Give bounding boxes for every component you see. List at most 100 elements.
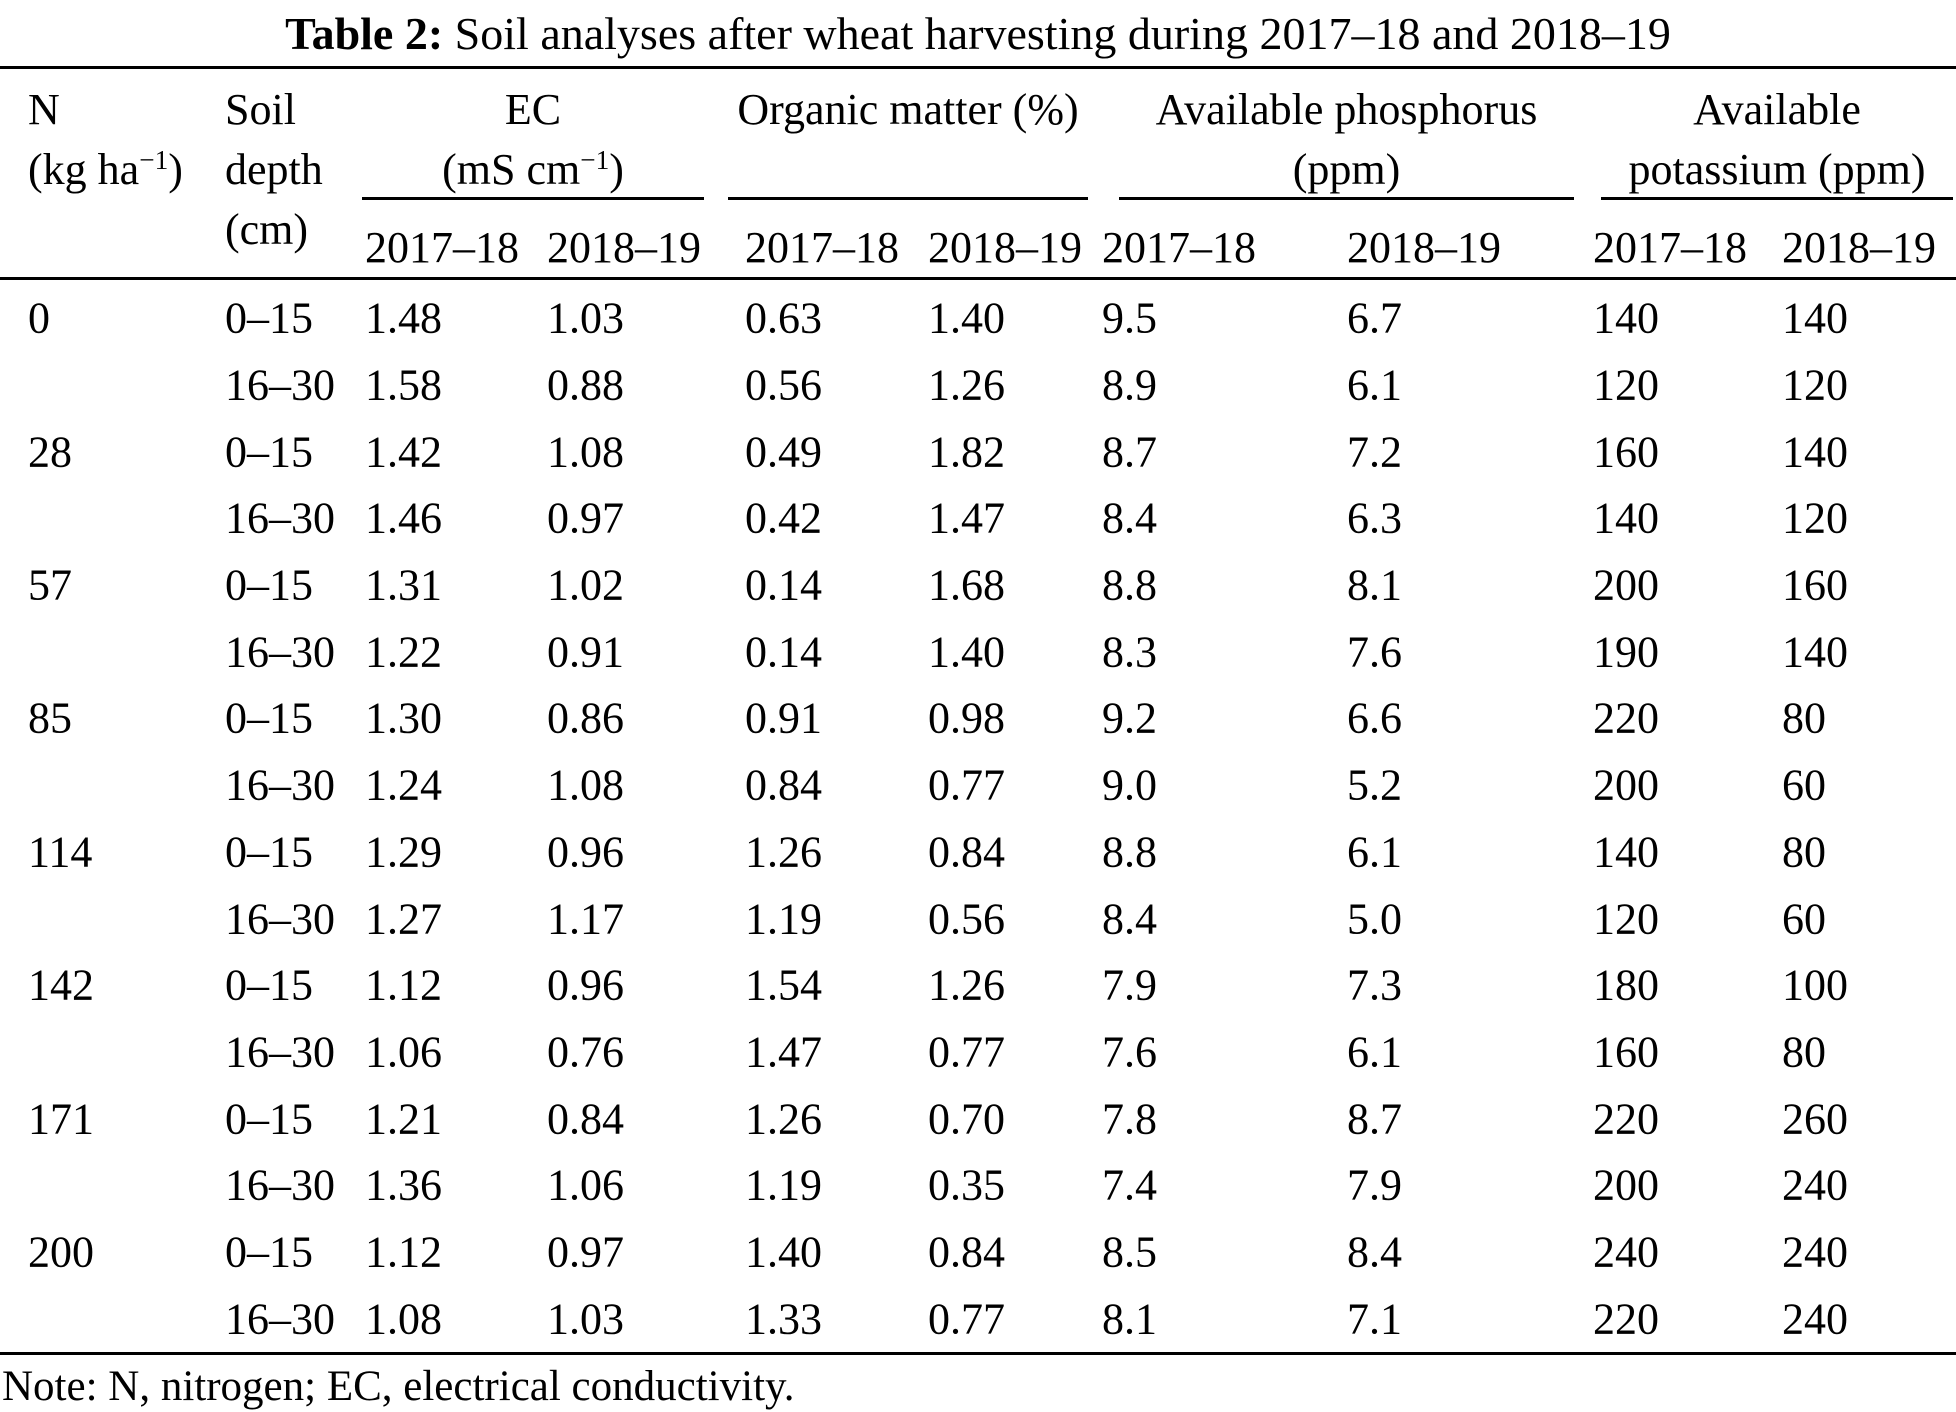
- ec-2018-19-value: 0.76: [547, 1027, 624, 1077]
- soil-depth-value: 0–15: [225, 1094, 313, 1144]
- column-header-potassium: Available potassium (ppm): [1601, 80, 1953, 200]
- phosphorus-2018-19-value: 6.1: [1347, 1027, 1402, 1077]
- ec-2017-18-value: 1.36: [365, 1160, 442, 1210]
- n-value: 57: [28, 560, 72, 610]
- om-2018-19-value: 1.47: [928, 493, 1005, 543]
- potassium-2018-19-value: 140: [1782, 627, 1848, 677]
- potassium-2017-18-value: 140: [1593, 827, 1659, 877]
- phosphorus-2018-19-value: 7.1: [1347, 1294, 1402, 1344]
- top-rule: [0, 66, 1956, 69]
- header-potassium-line1: Available: [1693, 85, 1861, 134]
- column-header-ec: EC (mS cm−1): [362, 80, 704, 205]
- phosphorus-2017-18-value: 7.4: [1102, 1160, 1157, 1210]
- om-2017-18-value: 1.26: [745, 1094, 822, 1144]
- ec-2017-18-value: 1.42: [365, 427, 442, 477]
- header-rule: [0, 277, 1956, 280]
- table-body: 0 0–15 1.48 1.03 0.63 1.40 9.5 6.7 140 140 16–30 1.…: [0, 285, 1956, 1352]
- om-2017-18-value: 1.19: [745, 1160, 822, 1210]
- n-value: 171: [28, 1094, 94, 1144]
- n-value: 200: [28, 1227, 94, 1277]
- potassium-2017-18-value: 140: [1593, 293, 1659, 343]
- table-row: 16–30 1.22 0.91 0.14 1.40 8.3 7.6 190 140: [0, 618, 1956, 685]
- ec-2018-19-value: 1.17: [547, 894, 624, 944]
- om-2018-19-value: 1.40: [928, 627, 1005, 677]
- om-2017-18-value: 0.14: [745, 560, 822, 610]
- potassium-2017-18-value: 120: [1593, 360, 1659, 410]
- table-row: 200 0–15 1.12 0.97 1.40 0.84 8.5 8.4 240 240: [0, 1219, 1956, 1286]
- om-2018-19-value: 0.35: [928, 1160, 1005, 1210]
- phosphorus-year-2018-19: 2018–19: [1347, 223, 1501, 272]
- table-row: 85 0–15 1.30 0.86 0.91 0.98 9.2 6.6 220 80: [0, 685, 1956, 752]
- table-note: Note: N, nitrogen; EC, electrical conduc…: [2, 1363, 795, 1410]
- phosphorus-2018-19-value: 6.1: [1347, 360, 1402, 410]
- phosphorus-2018-19-value: 8.1: [1347, 560, 1402, 610]
- header-phosphorus-line1: Available phosphorus: [1155, 85, 1538, 134]
- potassium-2017-18-value: 220: [1593, 1294, 1659, 1344]
- om-2017-18-value: 0.56: [745, 360, 822, 410]
- ec-2018-19-value: 0.97: [547, 1227, 624, 1277]
- phosphorus-2018-19-value: 6.6: [1347, 693, 1402, 743]
- phosphorus-2018-19-value: 6.7: [1347, 293, 1402, 343]
- om-2017-18-value: 1.19: [745, 894, 822, 944]
- potassium-spanner-rule: [1601, 197, 1953, 200]
- om-2018-19-value: 1.82: [928, 427, 1005, 477]
- phosphorus-2017-18-value: 8.5: [1102, 1227, 1157, 1277]
- phosphorus-2018-19-value: 8.4: [1347, 1227, 1402, 1277]
- potassium-2017-18-value: 200: [1593, 560, 1659, 610]
- table-row: 57 0–15 1.31 1.02 0.14 1.68 8.8 8.1 200 160: [0, 552, 1956, 619]
- phosphorus-2018-19-value: 5.0: [1347, 894, 1402, 944]
- phosphorus-2017-18-value: 8.4: [1102, 894, 1157, 944]
- header-ec-unit: (mS cm−1): [442, 145, 624, 194]
- ec-2018-19-value: 0.96: [547, 827, 624, 877]
- om-2017-18-value: 1.54: [745, 960, 822, 1010]
- header-n-line1: N: [28, 85, 60, 134]
- potassium-year-2018-19: 2018–19: [1782, 223, 1936, 272]
- phosphorus-2017-18-value: 8.7: [1102, 427, 1157, 477]
- soil-depth-value: 16–30: [225, 493, 335, 543]
- header-ec-line1: EC: [504, 85, 562, 134]
- column-header-organic-matter: Organic matter (%): [728, 80, 1088, 140]
- ec-2018-19-value: 1.06: [547, 1160, 624, 1210]
- phosphorus-2017-18-value: 8.9: [1102, 360, 1157, 410]
- soil-depth-value: 0–15: [225, 427, 313, 477]
- column-header-soil-depth: Soil depth (cm): [225, 80, 323, 260]
- phosphorus-2017-18-value: 7.8: [1102, 1094, 1157, 1144]
- phosphorus-2017-18-value: 9.5: [1102, 293, 1157, 343]
- soil-depth-value: 16–30: [225, 1027, 335, 1077]
- phosphorus-2017-18-value: 9.0: [1102, 760, 1157, 810]
- n-value: 85: [28, 693, 72, 743]
- phosphorus-2017-18-value: 8.4: [1102, 493, 1157, 543]
- table-row: 114 0–15 1.29 0.96 1.26 0.84 8.8 6.1 140 80: [0, 819, 1956, 886]
- om-2017-18-value: 0.49: [745, 427, 822, 477]
- phosphorus-2018-19-value: 8.7: [1347, 1094, 1402, 1144]
- table-row: 16–30 1.58 0.88 0.56 1.26 8.9 6.1 120 120: [0, 352, 1956, 419]
- table-row: 16–30 1.06 0.76 1.47 0.77 7.6 6.1 160 80: [0, 1019, 1956, 1086]
- year-subheader-row: 2017–18 2018–19 2017–18 2018–19 2017–18 …: [0, 222, 1956, 278]
- potassium-2018-19-value: 240: [1782, 1294, 1848, 1344]
- potassium-2018-19-value: 60: [1782, 760, 1826, 810]
- ec-2017-18-value: 1.06: [365, 1027, 442, 1077]
- soil-depth-value: 0–15: [225, 827, 313, 877]
- soil-depth-value: 16–30: [225, 1160, 335, 1210]
- phosphorus-2018-19-value: 7.6: [1347, 627, 1402, 677]
- potassium-2017-18-value: 140: [1593, 493, 1659, 543]
- potassium-2017-18-value: 220: [1593, 693, 1659, 743]
- om-2017-18-value: 1.47: [745, 1027, 822, 1077]
- phosphorus-year-2017-18: 2017–18: [1102, 223, 1256, 272]
- ec-2017-18-value: 1.30: [365, 693, 442, 743]
- om-2018-19-value: 1.40: [928, 293, 1005, 343]
- potassium-2018-19-value: 80: [1782, 693, 1826, 743]
- column-header-phosphorus: Available phosphorus (ppm): [1119, 80, 1574, 200]
- potassium-2017-18-value: 220: [1593, 1094, 1659, 1144]
- header-depth-line2: depth: [225, 145, 323, 194]
- header-depth-line3: (cm): [225, 205, 309, 254]
- potassium-2017-18-value: 160: [1593, 427, 1659, 477]
- ec-2018-19-value: 1.03: [547, 1294, 624, 1344]
- potassium-2018-19-value: 120: [1782, 360, 1848, 410]
- phosphorus-2017-18-value: 7.9: [1102, 960, 1157, 1010]
- phosphorus-2017-18-value: 9.2: [1102, 693, 1157, 743]
- potassium-2018-19-value: 240: [1782, 1227, 1848, 1277]
- om-2018-19-value: 0.98: [928, 693, 1005, 743]
- om-2018-19-value: 0.77: [928, 1294, 1005, 1344]
- soil-depth-value: 16–30: [225, 760, 335, 810]
